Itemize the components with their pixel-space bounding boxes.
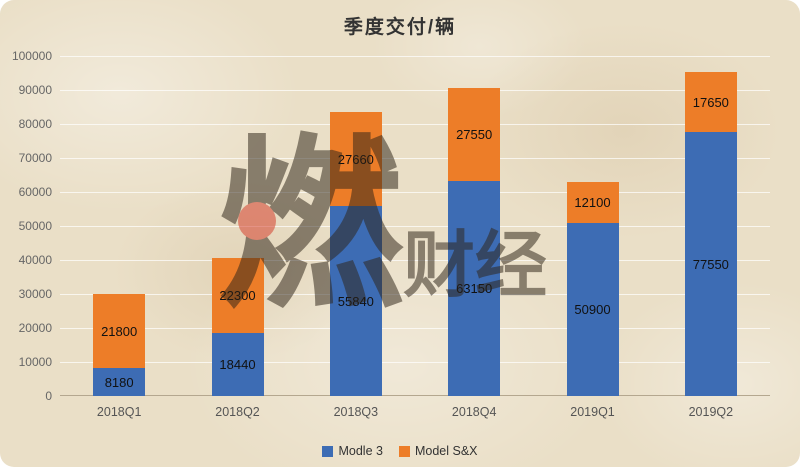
gridline — [60, 90, 770, 91]
bar-segment: 50900 — [566, 222, 619, 396]
bar-segment: 18440 — [211, 333, 264, 396]
y-axis-tick-label: 20000 — [18, 321, 52, 335]
y-axis-tick-label: 40000 — [18, 253, 52, 267]
bar-segment: 27550 — [448, 87, 501, 182]
bar-value-label: 17650 — [692, 94, 729, 110]
gridline — [60, 226, 770, 227]
y-axis-tick-label: 30000 — [18, 287, 52, 301]
y-axis-tick-label: 0 — [45, 389, 52, 403]
chart-title: 季度交付/辆 — [343, 17, 457, 38]
legend-label: Model S&X — [414, 444, 478, 458]
x-axis-tick-label: 2019Q2 — [688, 405, 734, 419]
plot-area: 0 10000 20000 30000 40000 50000 60000 70000 8000… — [12, 49, 770, 419]
y-axis-tick-label: 100000 — [11, 49, 52, 63]
bar-segment: 63150 — [448, 181, 501, 396]
bar-segment: 55840 — [329, 206, 382, 396]
bar-value-label: 12100 — [574, 194, 611, 210]
gridline — [60, 260, 770, 261]
y-axis-tick-label: 80000 — [18, 117, 52, 131]
bar-value-label: 77550 — [692, 256, 729, 272]
bar-value-label: 27660 — [337, 151, 374, 167]
x-axis-line — [60, 395, 770, 396]
legend-item: Model S&X — [398, 444, 478, 458]
bar-value-label: 63150 — [456, 281, 493, 297]
y-axis-tick-label: 60000 — [18, 185, 52, 199]
gridline — [60, 328, 770, 329]
legend: Modle 3 Model S&X — [0, 444, 800, 458]
bar-value-label: 21800 — [101, 323, 138, 339]
bar-segment: 27660 — [329, 112, 382, 207]
legend-label: Modle 3 — [338, 444, 383, 458]
legend-swatch-icon — [398, 445, 410, 457]
gridline — [60, 158, 770, 159]
y-axis-tick-label: 70000 — [18, 151, 52, 165]
x-axis-tick-label: 2018Q3 — [333, 405, 379, 419]
gridline — [60, 294, 770, 295]
bar-segment: 77550 — [684, 132, 737, 396]
bar-segment: 8180 — [93, 368, 146, 396]
gridline — [60, 124, 770, 125]
bar-value-label: 22300 — [219, 287, 256, 303]
bar-value-label: 8180 — [104, 374, 134, 390]
gridline — [60, 192, 770, 193]
gridline — [60, 362, 770, 363]
x-axis-tick-label: 2018Q2 — [215, 405, 260, 419]
bar-value-label: 50900 — [574, 301, 611, 317]
y-axis-tick-label: 90000 — [18, 83, 52, 97]
bar-value-label: 55840 — [337, 293, 374, 309]
bar-value-label: 27550 — [456, 126, 493, 142]
y-axis-tick-label: 50000 — [18, 219, 52, 233]
bar-segment: 12100 — [566, 181, 619, 223]
bar-segment: 21800 — [93, 294, 146, 369]
x-axis-tick-label: 2019Q1 — [570, 405, 615, 419]
gridline — [60, 56, 770, 57]
x-axis-tick-label: 2018Q1 — [96, 405, 142, 419]
bar-segment: 22300 — [211, 257, 264, 334]
x-axis-tick-label: 2018Q4 — [451, 405, 497, 419]
y-axis-tick-label: 10000 — [18, 355, 52, 369]
legend-swatch-icon — [322, 445, 334, 457]
bar-segment: 17650 — [684, 72, 737, 133]
bar-value-label: 18440 — [219, 357, 256, 373]
legend-item: Modle 3 — [322, 444, 383, 458]
